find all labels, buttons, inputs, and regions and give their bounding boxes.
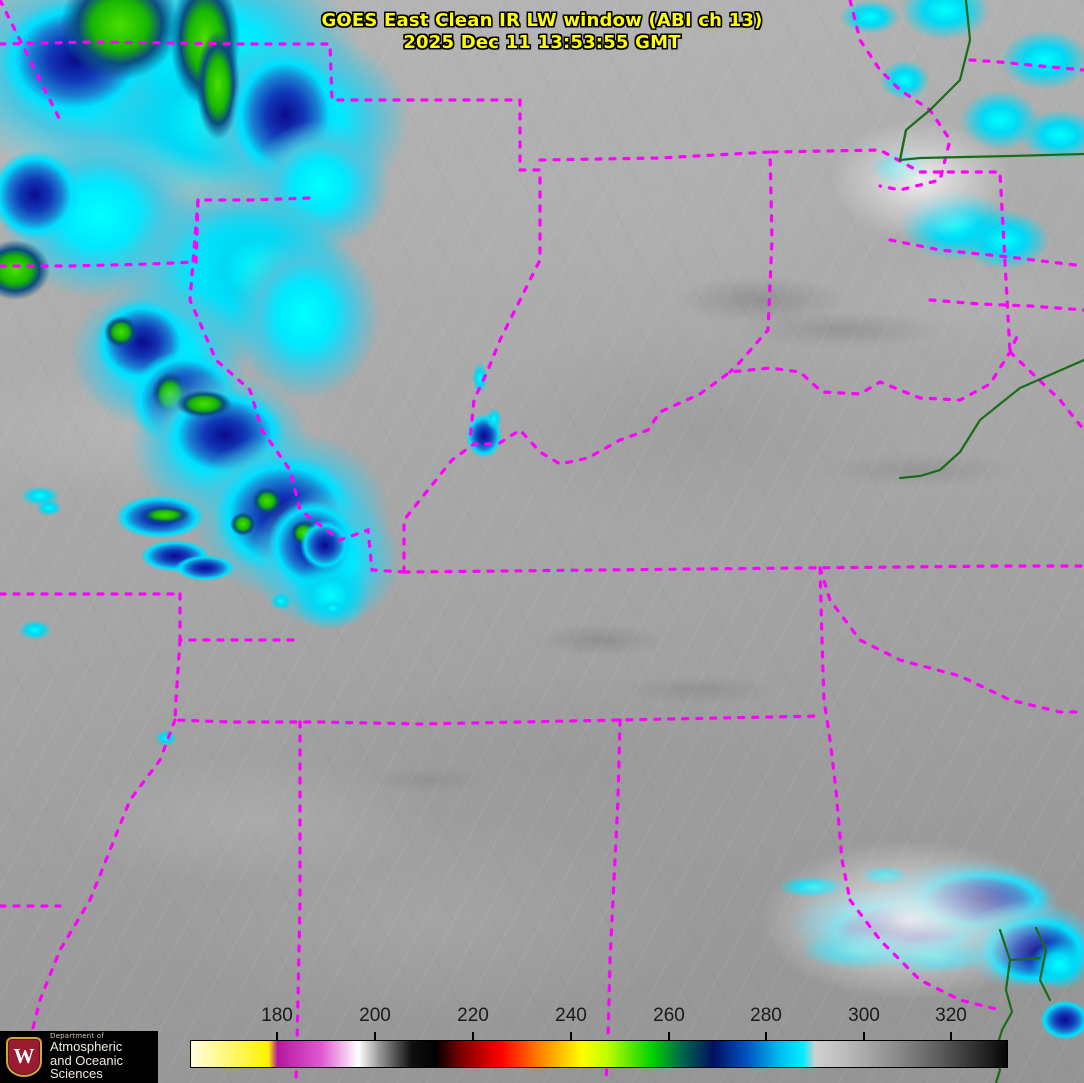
uw-crest-icon: W: [4, 1035, 44, 1079]
logo-dept-line: Department of: [50, 1031, 104, 1040]
border-sc-ga: [848, 898, 1002, 1012]
coastline-lake: [898, 0, 1084, 162]
border-ar-n: [178, 592, 302, 642]
coastline-atlantic2: [1034, 926, 1052, 1002]
colorbar-panel: 180 200 220 240 260 280 300 320: [0, 1005, 1084, 1083]
colorbar-tick-280: [765, 1032, 767, 1041]
uw-aos-logo: W Department of Atmospheric and Oceanic …: [0, 1031, 158, 1083]
coastline-ne: [898, 358, 1084, 480]
logo-name-line1: Atmospheric: [50, 1039, 123, 1055]
border-tn-s: [173, 638, 822, 726]
colorbar-tick-label-260: 260: [653, 1005, 685, 1026]
colorbar-tick-marks: [0, 1031, 1084, 1041]
logo-name-line2: and Oceanic Sciences: [50, 1052, 123, 1082]
colorbar-tick-labels: 180 200 220 240 260 280 300 320: [0, 1005, 1084, 1031]
border-ohio-n: [538, 150, 774, 374]
colorbar-tick-label-200: 200: [359, 1005, 391, 1026]
border-penn: [1008, 350, 1084, 432]
colorbar-tick-180: [276, 1032, 278, 1041]
colorbar-tick-220: [472, 1032, 474, 1041]
colorbar-tick-200: [374, 1032, 376, 1041]
uw-logo-text: Department of Atmospheric and Oceanic Sc…: [50, 1031, 158, 1082]
colorbar-tick-300: [863, 1032, 865, 1041]
uw-crest-letter: W: [13, 1043, 35, 1068]
border-indiana-w: [468, 98, 542, 442]
colorbar-tick-240: [570, 1032, 572, 1041]
colorbar-gradient: [190, 1040, 1008, 1068]
colorbar-tick-260: [668, 1032, 670, 1041]
border-ne-mid: [888, 238, 1084, 268]
colorbar-tick-label-280: 280: [750, 1005, 782, 1026]
border-ne-mid2: [928, 298, 1084, 312]
colorbar-tick-label-240: 240: [555, 1005, 587, 1026]
colorbar-tick-320: [950, 1032, 952, 1041]
border-nw-corner: [0, 0, 62, 122]
border-n1: [0, 40, 522, 102]
border-nc-sc-w: [818, 566, 852, 902]
colorbar-tick-label-220: 220: [457, 1005, 489, 1026]
coastline-lake2: [898, 128, 908, 162]
border-ne-top: [968, 58, 1084, 72]
border-riverwest: [188, 198, 406, 574]
colorbar-tick-label-300: 300: [848, 1005, 880, 1026]
border-ohio-river: [402, 328, 1022, 574]
colorbar-tick-label-320: 320: [935, 1005, 967, 1026]
border-ms-w: [22, 718, 177, 1083]
border-n2: [0, 196, 312, 268]
border-ohio-e: [770, 148, 1012, 354]
border-va-nc: [818, 566, 1084, 714]
colorbar-tick-label-180: 180: [261, 1005, 293, 1026]
border-hline-mid: [402, 564, 1084, 574]
coastline-inlet: [1008, 956, 1042, 962]
shield-icon: W: [6, 1037, 42, 1077]
